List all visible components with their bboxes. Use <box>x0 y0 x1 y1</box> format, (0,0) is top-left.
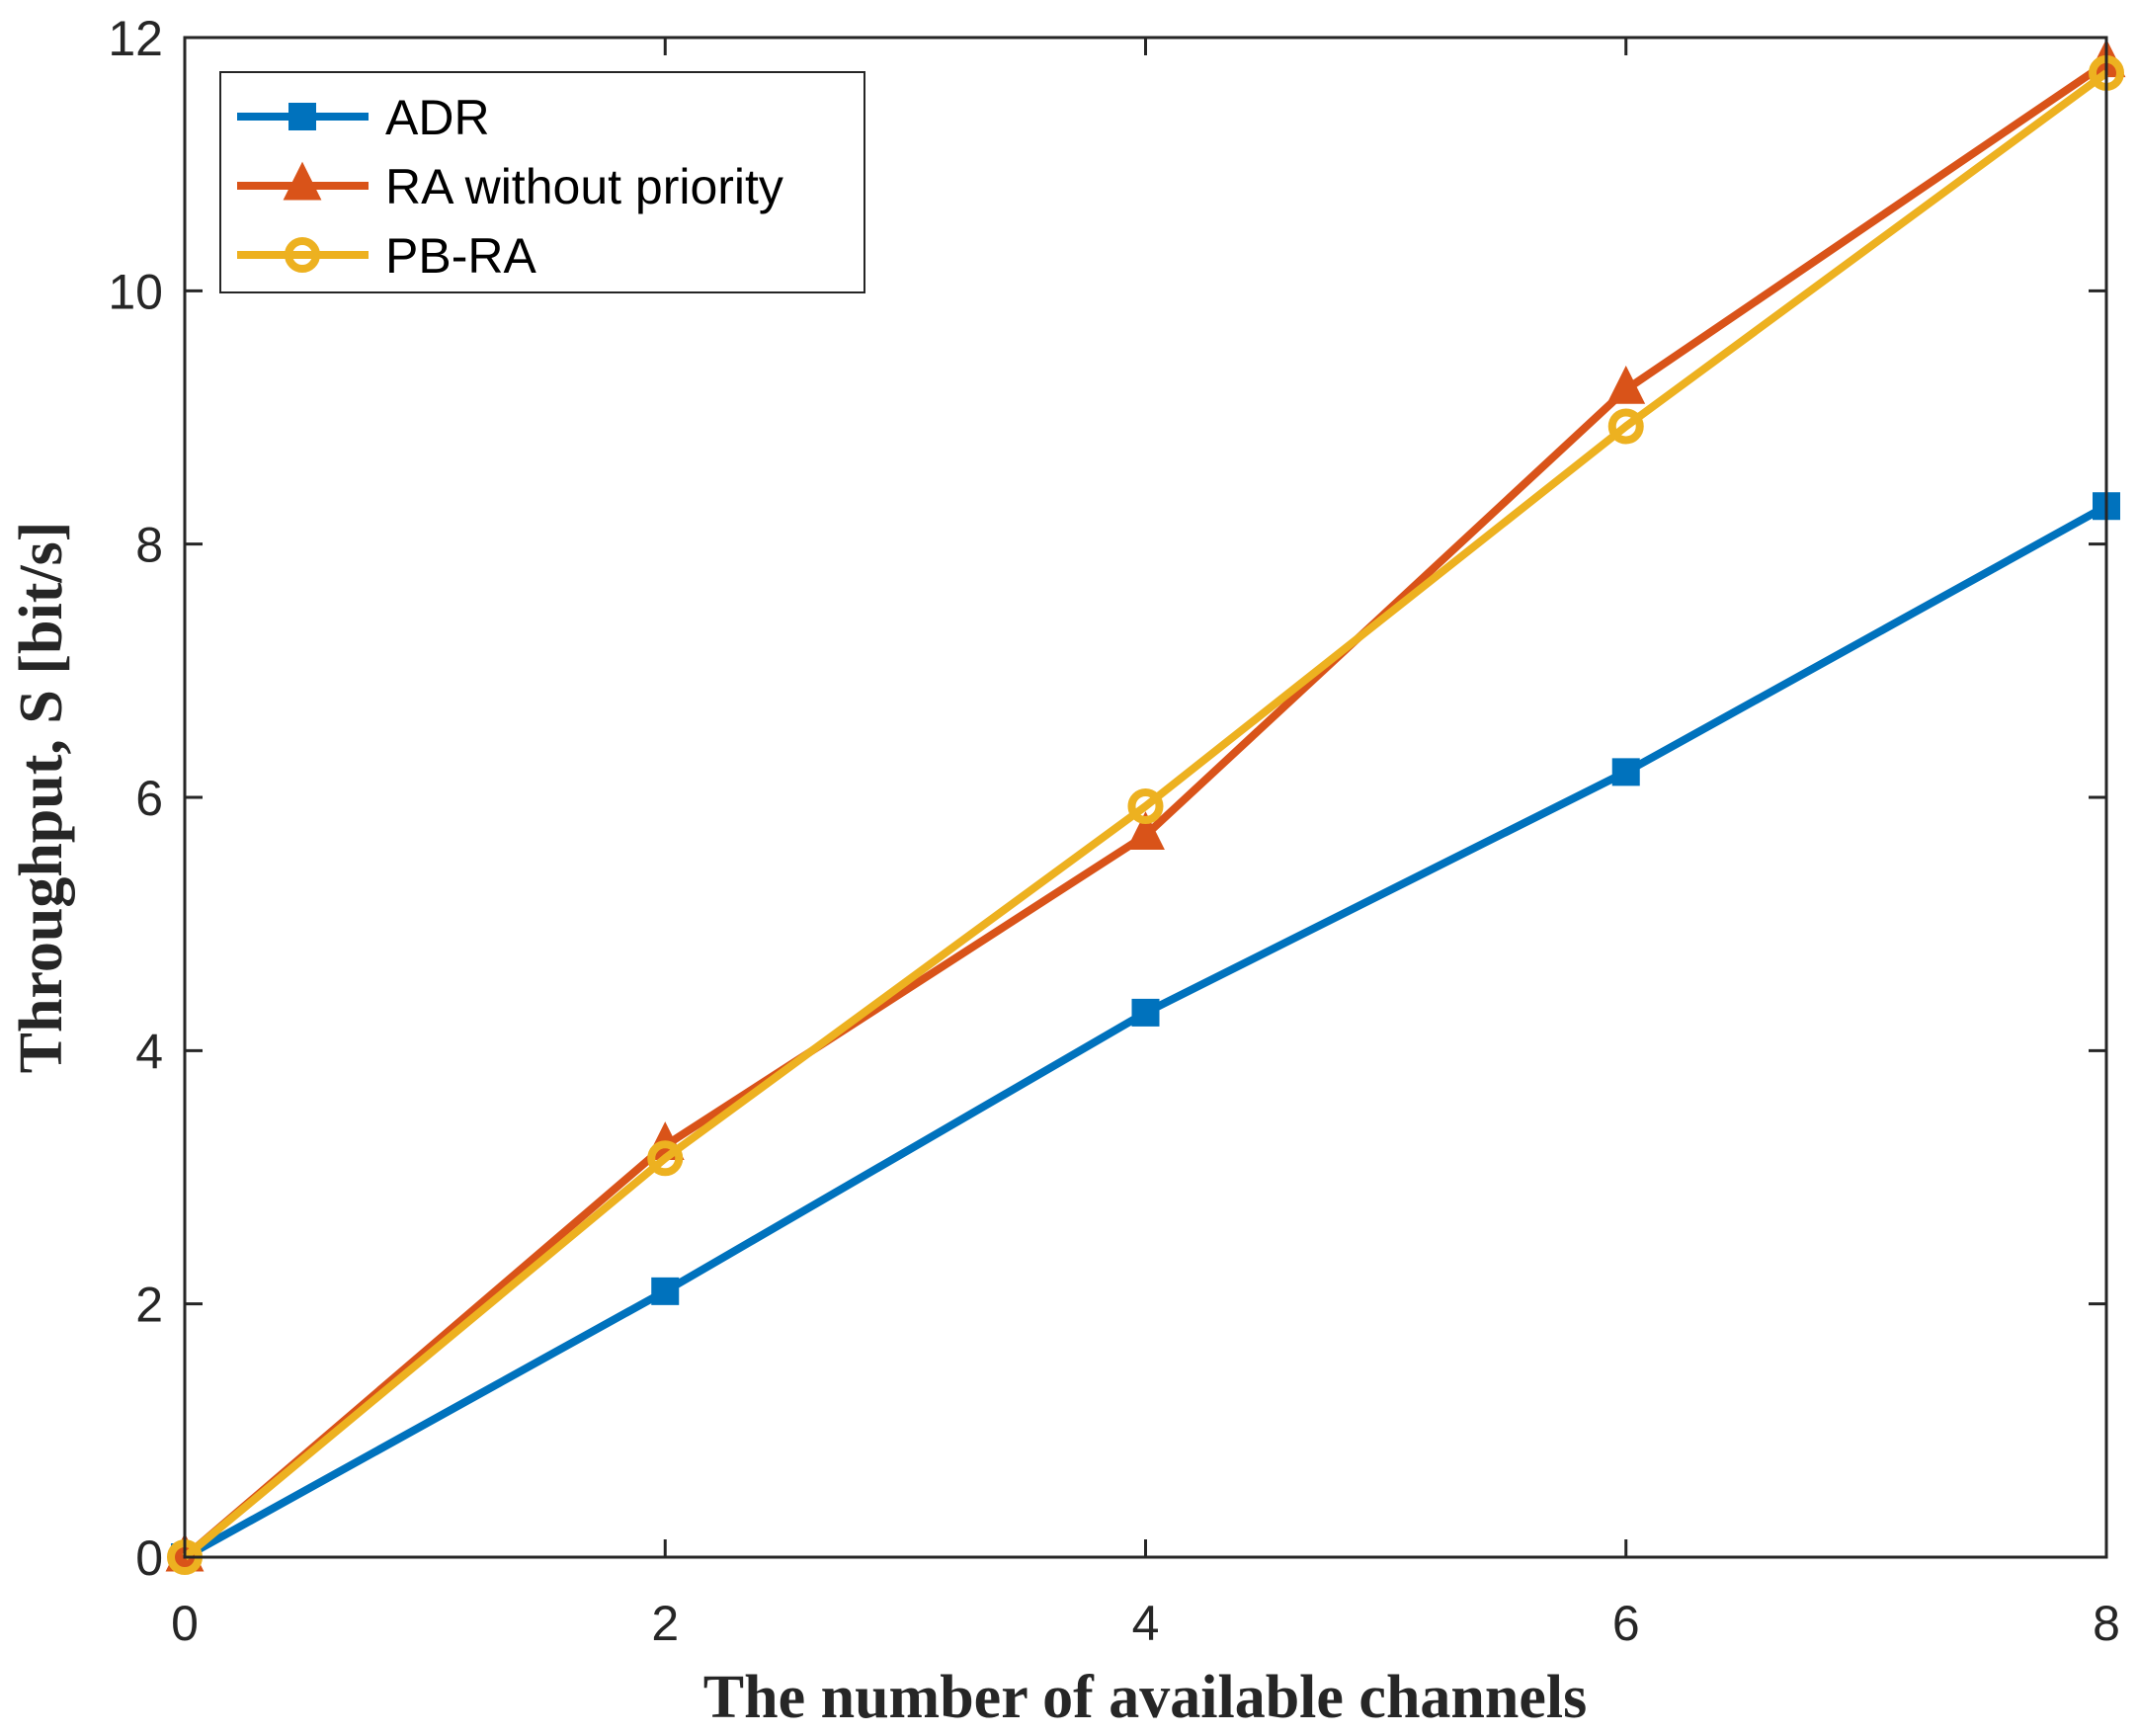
legend-item-adr: ADR <box>237 90 490 145</box>
legend-marker <box>288 103 316 130</box>
y-tick-label: 8 <box>135 518 163 573</box>
x-tick-label: 8 <box>2093 1596 2120 1651</box>
x-tick-label: 2 <box>651 1596 679 1651</box>
y-tick-label: 4 <box>135 1024 163 1079</box>
legend-item-pb-ra: PB-RA <box>237 228 536 284</box>
legend: ADR RA without priority PB-RA <box>219 71 865 293</box>
data-point-adr <box>1611 758 1640 786</box>
legend-label: ADR <box>385 90 490 145</box>
y-tick-label: 6 <box>135 771 163 826</box>
data-point-pb-ra <box>1127 787 1164 824</box>
legend-marker <box>285 237 320 273</box>
x-tick-labels: 0 2 4 6 8 <box>171 1596 2120 1651</box>
y-tick-labels: 0 2 4 6 8 10 12 <box>108 11 163 1586</box>
series-line-pb-ra <box>182 69 2109 1561</box>
legend-marker <box>283 161 322 201</box>
plot-frame <box>183 36 2108 1559</box>
x-tick-label: 0 <box>171 1596 199 1651</box>
data-point-ra-without-priority <box>1606 365 1646 404</box>
data-point-pb-ra <box>1607 408 1644 445</box>
legend-label: RA without priority <box>385 159 783 214</box>
y-tick-label: 2 <box>135 1278 163 1333</box>
x-tick-label: 6 <box>1612 1596 1640 1651</box>
y-axis-label: Throughput, S [bit/s] <box>8 522 75 1074</box>
y-tick-label: 12 <box>108 11 163 66</box>
data-point-ra-without-priority <box>1126 811 1165 850</box>
y-tick-label: 10 <box>108 264 163 319</box>
legend-label: PB-RA <box>385 228 536 284</box>
legend-item-ra-without-priority: RA without priority <box>237 159 783 214</box>
x-tick-label: 4 <box>1132 1596 1160 1651</box>
y-tick-label: 0 <box>135 1530 163 1586</box>
data-point-adr <box>651 1277 680 1305</box>
x-axis-label: The number of available channels <box>703 1664 1588 1731</box>
data-point-adr <box>1131 998 1160 1027</box>
data-point-pb-ra <box>647 1140 684 1177</box>
